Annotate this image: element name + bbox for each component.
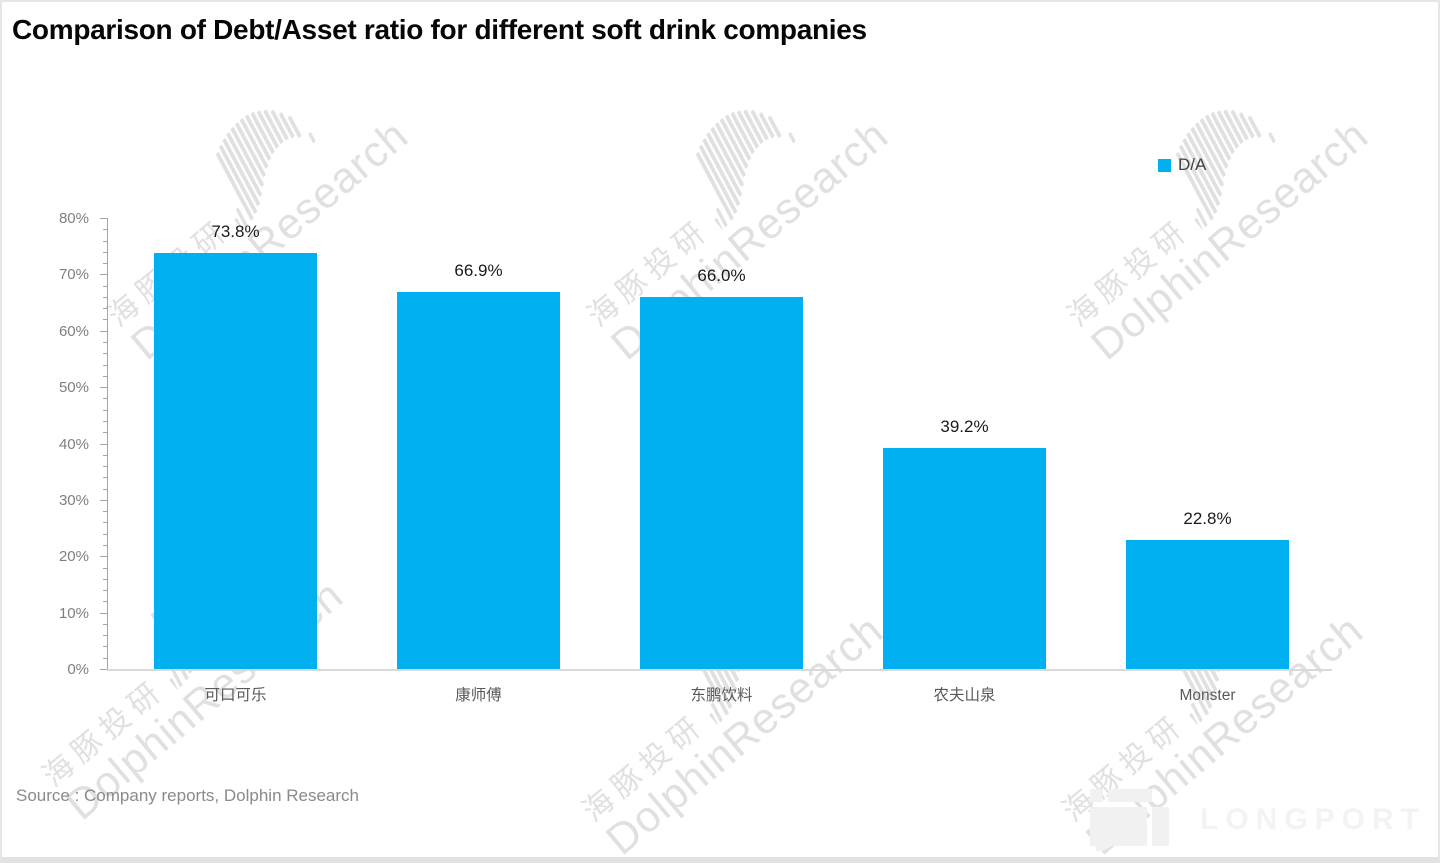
bar <box>883 448 1046 669</box>
y-minor-tick <box>103 454 107 456</box>
y-minor-tick <box>103 296 107 298</box>
bar <box>1126 540 1289 669</box>
bar <box>154 252 317 669</box>
y-minor-tick <box>103 544 107 546</box>
y-minor-tick <box>103 263 107 265</box>
y-minor-tick <box>103 522 107 524</box>
y-tick-label: 50% <box>58 379 89 397</box>
bar <box>640 296 803 669</box>
category-label: 东鹏饮料 <box>690 687 753 704</box>
category-label: Monster <box>1179 687 1236 704</box>
y-minor-tick <box>103 308 107 310</box>
value-label: 66.9% <box>454 260 503 280</box>
y-tick-label: 30% <box>58 491 89 509</box>
longport-logo-icon <box>1090 789 1169 851</box>
y-minor-tick <box>103 635 107 637</box>
y-minor-tick <box>103 590 107 592</box>
source-note: Source : Company reports, Dolphin Resear… <box>16 786 359 805</box>
y-minor-tick <box>103 578 107 580</box>
y-minor-tick <box>103 567 107 569</box>
y-minor-tick <box>103 432 107 434</box>
legend-label: D/A <box>1178 155 1207 174</box>
y-minor-tick <box>103 398 107 400</box>
y-major-tick <box>100 330 107 332</box>
y-minor-tick <box>103 342 107 344</box>
y-tick-label: 80% <box>58 210 89 227</box>
y-minor-tick <box>103 601 107 603</box>
y-major-tick <box>100 556 107 558</box>
y-axis-line <box>107 218 108 669</box>
category-label: 可口可乐 <box>204 687 267 704</box>
y-major-tick <box>100 612 107 614</box>
y-minor-tick <box>103 229 107 231</box>
longport-logo-text: LONGPORT <box>1200 803 1426 836</box>
y-minor-tick <box>103 251 107 253</box>
x-axis-line <box>107 669 1332 671</box>
y-major-tick <box>100 218 107 219</box>
y-minor-tick <box>103 319 107 321</box>
category-label: 农夫山泉 <box>933 687 996 704</box>
y-major-tick <box>100 669 107 670</box>
y-minor-tick <box>103 477 107 479</box>
y-minor-tick <box>103 409 107 411</box>
y-minor-tick <box>103 623 107 625</box>
value-label: 22.8% <box>1183 509 1232 529</box>
chart-title: Comparison of Debt/Asset ratio for diffe… <box>12 14 867 45</box>
legend: D/A <box>1158 155 1206 175</box>
y-major-tick <box>100 274 107 276</box>
y-minor-tick <box>103 375 107 377</box>
value-label: 73.8% <box>211 221 260 241</box>
y-major-tick <box>100 443 107 445</box>
y-minor-tick <box>103 533 107 535</box>
y-tick-label: 20% <box>58 548 89 566</box>
longport-watermark: LONGPORT <box>1090 789 1426 851</box>
y-minor-tick <box>103 364 107 366</box>
value-label: 39.2% <box>940 417 989 436</box>
y-minor-tick <box>103 240 107 242</box>
y-tick-label: 10% <box>58 604 89 622</box>
bar <box>397 291 560 669</box>
y-tick-label: 60% <box>58 322 89 340</box>
y-tick-label: 40% <box>58 435 89 453</box>
value-label: 66.0% <box>697 265 746 285</box>
y-minor-tick <box>103 488 107 490</box>
y-minor-tick <box>103 511 107 513</box>
y-minor-tick <box>103 353 107 355</box>
legend-swatch-icon <box>1158 158 1171 172</box>
y-minor-tick <box>103 646 107 648</box>
y-minor-tick <box>103 420 107 422</box>
y-major-tick <box>100 387 107 389</box>
y-tick-label: 0% <box>67 661 89 678</box>
y-major-tick <box>100 499 107 501</box>
y-minor-tick <box>103 285 107 287</box>
y-minor-tick <box>103 657 107 659</box>
category-label: 康师傅 <box>455 687 502 704</box>
y-minor-tick <box>103 466 107 468</box>
y-tick-label: 70% <box>58 266 89 284</box>
